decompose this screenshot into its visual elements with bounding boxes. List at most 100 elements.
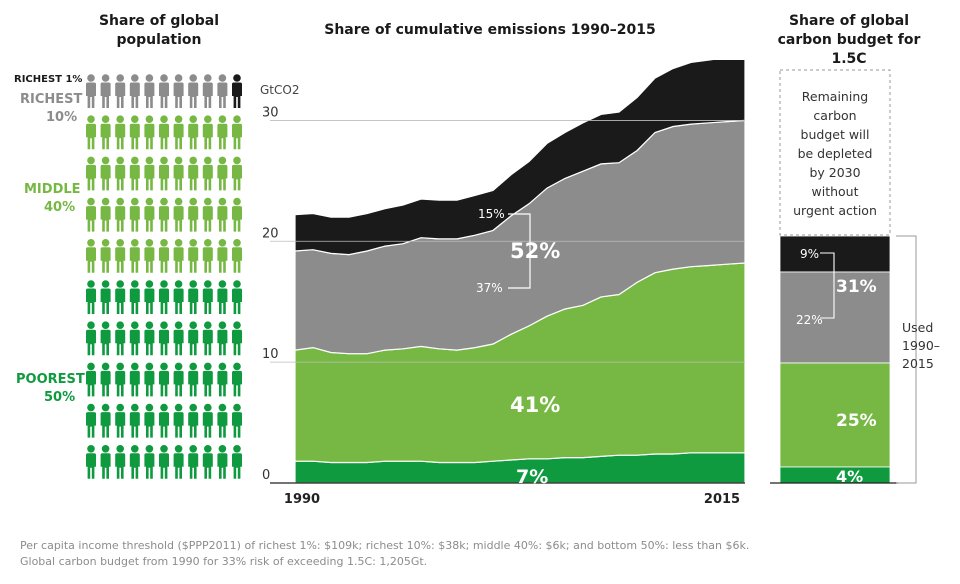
person-icon xyxy=(232,362,242,397)
label-richest1: RICHEST 1% xyxy=(14,74,83,85)
segment-next9 xyxy=(779,271,891,364)
person-icon xyxy=(173,74,184,108)
person-icon xyxy=(232,197,242,232)
person-icon xyxy=(159,403,169,438)
person-icon xyxy=(115,115,126,150)
person-icon xyxy=(115,445,126,479)
person-icon xyxy=(217,445,228,479)
budget-label-next9: 22% xyxy=(796,313,823,327)
emissions-area-chart: 0 10 20 30 GtCO2 1990 2015 15% 37% 52% 41% 7% xyxy=(260,60,746,507)
person-icon xyxy=(144,74,155,108)
annotation-poorest50: 7% xyxy=(516,466,548,488)
person-icon xyxy=(129,445,140,479)
person-icon xyxy=(144,115,155,150)
x-tick-label: 1990 xyxy=(284,492,320,507)
person-icon xyxy=(129,74,140,108)
person-icon xyxy=(100,197,111,232)
label-middle: MIDDLE 40% xyxy=(24,181,81,217)
person-icon xyxy=(188,321,199,356)
person-icon xyxy=(129,156,140,191)
person-icon xyxy=(202,239,213,273)
person-icon xyxy=(188,74,199,108)
person-icon xyxy=(129,321,140,356)
person-icon xyxy=(100,321,111,356)
person-icon xyxy=(217,280,228,314)
used-text-line: 1990– xyxy=(902,338,940,353)
person-icon xyxy=(217,156,228,191)
y-tick-label: 10 xyxy=(262,347,279,362)
person-icon xyxy=(202,445,213,479)
person-icon xyxy=(144,321,155,356)
remaining-text-line: carbon xyxy=(813,108,856,123)
emissions-title: Share of cumulative emissions 1990–2015 xyxy=(324,22,656,38)
person-icon xyxy=(129,197,140,232)
person-icon xyxy=(115,321,126,356)
label-poorest: POOREST 50% xyxy=(16,371,85,407)
budget-label-middle40: 25% xyxy=(836,411,877,431)
segment-middle40 xyxy=(779,362,891,468)
person-icon xyxy=(188,403,199,438)
person-icon xyxy=(159,321,169,356)
used-text-line: Used xyxy=(902,320,933,335)
person-icon xyxy=(86,74,96,108)
annotation-richest10-total: 52% xyxy=(510,239,560,263)
person-icon xyxy=(173,156,184,191)
remaining-text-line: by 2030 xyxy=(809,165,860,180)
person-icon xyxy=(144,197,155,232)
person-icon xyxy=(86,403,96,438)
footnote-2: Global carbon budget from 1990 for 33% r… xyxy=(20,555,428,568)
person-icon xyxy=(115,280,126,314)
person-icon xyxy=(232,321,242,356)
person-icon xyxy=(173,280,184,314)
person-icon xyxy=(202,115,213,150)
segment-richest1 xyxy=(779,235,891,273)
remaining-text-line: budget will xyxy=(801,127,870,142)
person-icon xyxy=(129,280,140,314)
person-icon xyxy=(144,445,155,479)
carbon-budget-bar: Remaining carbon budget will be depleted by … xyxy=(770,69,940,486)
label-poorest-line1: POOREST xyxy=(16,372,85,387)
person-icon xyxy=(173,362,184,397)
label-richest10-line1: RICHEST xyxy=(20,92,83,107)
person-icon xyxy=(129,362,140,397)
segment-poorest50 xyxy=(779,466,891,484)
person-icon xyxy=(173,239,184,273)
person-icon xyxy=(232,403,242,438)
person-icon xyxy=(86,239,96,273)
person-icon xyxy=(115,403,126,438)
person-icon xyxy=(100,280,111,314)
person-icon xyxy=(115,74,126,108)
person-icon xyxy=(188,362,199,397)
person-icon xyxy=(144,280,155,314)
person-icon xyxy=(86,362,96,397)
label-middle-line2: 40% xyxy=(44,200,76,215)
person-icon xyxy=(100,156,111,191)
person-icon xyxy=(173,115,184,150)
person-icon xyxy=(217,115,228,150)
person-icon xyxy=(86,115,96,150)
remaining-text-line: urgent action xyxy=(793,203,877,218)
person-icon xyxy=(144,239,155,273)
person-icon xyxy=(129,115,140,150)
person-icon xyxy=(202,197,213,232)
person-icon xyxy=(232,280,242,314)
person-icon xyxy=(86,445,96,479)
person-icon xyxy=(188,115,199,150)
person-icon xyxy=(188,156,199,191)
remaining-budget-box xyxy=(779,69,891,236)
person-icon xyxy=(202,280,213,314)
unit-label: GtCO2 xyxy=(260,83,299,97)
budget-label-poorest50: 4% xyxy=(836,467,863,486)
person-icon xyxy=(173,197,184,232)
label-richest10: RICHEST 10% xyxy=(20,91,82,127)
budget-bracket xyxy=(820,252,835,319)
person-icon xyxy=(217,197,228,232)
person-icon xyxy=(100,239,111,273)
person-icon xyxy=(217,74,228,108)
person-icon xyxy=(159,445,169,479)
person-icon xyxy=(115,156,126,191)
person-icon xyxy=(173,321,184,356)
person-icon xyxy=(159,115,169,150)
remaining-text-line: without xyxy=(812,184,859,199)
person-icon xyxy=(188,239,199,273)
